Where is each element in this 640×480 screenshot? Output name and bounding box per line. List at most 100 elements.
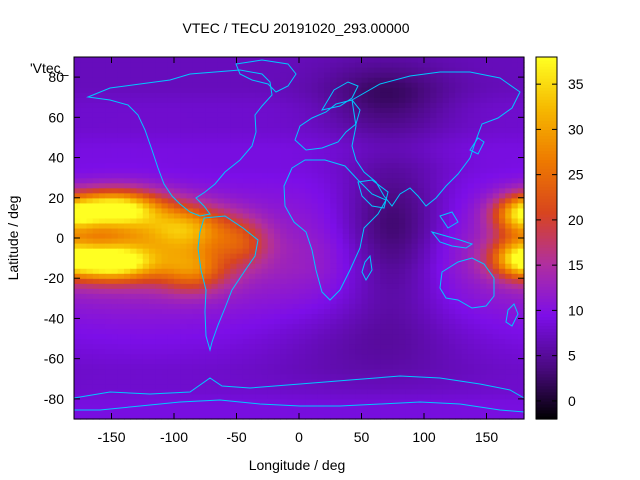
heatmap-cell [411,137,419,144]
heatmap-cell [161,62,169,68]
heatmap-cell [499,217,506,224]
heatmap-cell [342,187,350,194]
heatmap-cell [180,283,188,289]
heatmap-cell [436,298,444,304]
heatmap-cell [342,313,350,320]
heatmap-cell [474,288,481,294]
heatmap-cell [367,222,375,229]
heatmap-cell [117,102,125,108]
heatmap-cell [205,127,213,134]
heatmap-cell [224,268,231,274]
heatmap-cell [92,373,100,380]
heatmap-cell [286,333,294,340]
heatmap-cell [286,308,294,315]
heatmap-cell [111,328,119,335]
heatmap-cell [374,373,381,380]
heatmap-cell [105,338,113,345]
heatmap-cell [311,273,319,279]
heatmap-cell [386,388,394,395]
heatmap-cell [392,288,400,294]
heatmap-cell [505,303,513,309]
heatmap-cell [136,157,144,164]
heatmap-cell [136,107,144,113]
heatmap-cell [330,278,338,284]
heatmap-cell [99,338,106,345]
heatmap-cell [255,162,263,169]
heatmap-cell [392,333,400,340]
heatmap-cell [117,268,125,274]
heatmap-cell [424,298,431,304]
heatmap-cell [217,298,225,304]
heatmap-cell [217,393,225,400]
heatmap-cell [417,82,425,88]
heatmap-cell [130,57,138,63]
heatmap-cell [474,187,481,194]
heatmap-cell [499,132,506,139]
heatmap-cell [124,207,131,214]
heatmap-cell [192,177,200,184]
heatmap-cell [405,77,413,83]
heatmap-cell [161,132,169,139]
heatmap-cell [274,303,281,309]
heatmap-cell [217,413,225,420]
heatmap-cell [455,328,463,335]
heatmap-cell [105,192,113,199]
heatmap-cell [499,177,506,184]
heatmap-cell [117,222,125,229]
heatmap-cell [336,353,344,360]
heatmap-cell [374,298,381,304]
heatmap-cell [80,137,88,144]
heatmap-cell [136,112,144,118]
heatmap-cell [380,293,388,299]
heatmap-cell [292,343,300,350]
heatmap-cell [274,102,281,108]
heatmap-cell [417,77,425,83]
heatmap-cell [486,87,494,93]
heatmap-cell [186,97,194,103]
heatmap-cell [274,293,281,299]
heatmap-cell [336,408,344,415]
heatmap-cell [311,92,319,98]
heatmap-cell [355,288,363,294]
heatmap-cell [236,343,244,350]
heatmap-cell [386,82,394,88]
heatmap-cell [280,177,288,184]
heatmap-cell [417,97,425,103]
heatmap-cell [392,268,400,274]
heatmap-cell [436,202,444,209]
heatmap-cell [317,67,325,73]
heatmap-cell [417,368,425,375]
heatmap-cell [180,313,188,320]
heatmap-cell [230,167,238,174]
heatmap-cell [192,152,200,159]
heatmap-cell [311,298,319,304]
heatmap-cell [280,308,288,315]
heatmap-cell [336,207,344,214]
heatmap-cell [211,273,219,279]
heatmap-cell [299,152,306,159]
heatmap-cell [355,363,363,370]
heatmap-cell [86,217,94,224]
heatmap-cell [374,308,381,315]
heatmap-cell [380,318,388,325]
heatmap-cell [249,338,256,345]
heatmap-cell [430,358,438,365]
heatmap-cell [236,268,244,274]
heatmap-cell [336,263,344,269]
heatmap-cell [224,398,231,405]
heatmap-cell [74,318,81,325]
heatmap-cell [117,187,125,194]
heatmap-cell [342,293,350,299]
heatmap-cell [192,132,200,139]
heatmap-cell [80,288,88,294]
heatmap-cell [217,187,225,194]
heatmap-cell [417,232,425,239]
heatmap-cell [261,152,269,159]
heatmap-cell [336,283,344,289]
heatmap-cell [217,273,225,279]
heatmap-cell [392,403,400,410]
heatmap-cell [405,217,413,224]
heatmap-cell [461,273,469,279]
heatmap-cell [192,388,200,395]
heatmap-cell [280,383,288,390]
